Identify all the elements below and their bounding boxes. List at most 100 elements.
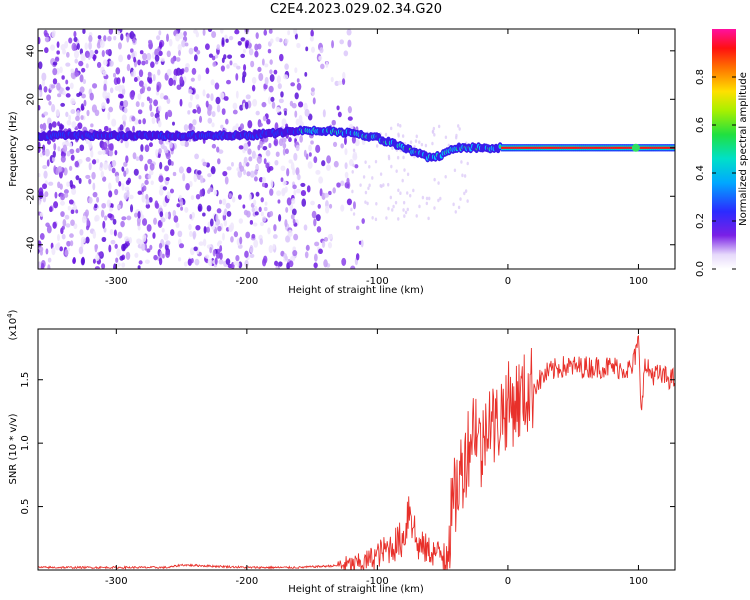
heatmap-cell [38, 36, 41, 45]
heatmap-cell [320, 63, 325, 70]
heatmap-cell [178, 50, 181, 57]
heatmap-cell [244, 101, 249, 110]
heatmap-cell [83, 99, 87, 107]
heatmap-cell [102, 176, 107, 182]
heatmap-cell [292, 167, 296, 176]
heatmap-cell [294, 67, 298, 74]
heatmap-cell [71, 121, 77, 129]
heatmap-cell [232, 102, 238, 110]
heatmap-cell [290, 214, 295, 220]
heatmap-cell [263, 158, 267, 165]
heatmap-cell [198, 115, 203, 123]
heatmap-cell [197, 74, 202, 82]
heatmap-cell [149, 103, 153, 112]
heatmap-cell [319, 47, 324, 54]
heatmap-cell [88, 35, 93, 43]
heatmap-cell [354, 138, 360, 147]
heatmap-cell [321, 160, 326, 167]
colorbar-label: Normalized spectral amplitude [738, 72, 749, 226]
heatmap-cell [313, 218, 317, 227]
heatmap-cell [178, 166, 184, 174]
heatmap-cell [141, 194, 146, 203]
heatmap-cell [330, 76, 334, 83]
heatmap-cell [235, 73, 239, 81]
heatmap-cell [391, 146, 394, 150]
heatmap-cell [360, 239, 364, 248]
heatmap-cell [268, 165, 274, 171]
heatmap-cell [498, 145, 502, 148]
heatmap-cell [242, 102, 246, 111]
heatmap-cell [51, 30, 56, 38]
heatmap-cell [300, 182, 306, 187]
heatmap-cell [390, 164, 393, 169]
heatmap-cell [81, 215, 87, 224]
heatmap-cell [293, 152, 298, 161]
heatmap-cell [66, 119, 72, 126]
heatmap-cell [166, 191, 171, 200]
heatmap-cell [248, 193, 252, 201]
heatmap-cell [557, 146, 561, 149]
heatmap-cell [243, 64, 247, 72]
heatmap-cell [129, 31, 135, 40]
heatmap-cell [425, 196, 429, 201]
heatmap-cell [233, 231, 239, 238]
heatmap-cell [214, 54, 219, 59]
heatmap-cell [219, 92, 225, 99]
heatmap-cell [71, 188, 77, 196]
heatmap-cell [125, 167, 129, 175]
heatmap-cell [418, 140, 421, 144]
heatmap-cell [285, 235, 290, 243]
heatmap-cell [68, 199, 74, 205]
heatmap-cell [145, 59, 149, 65]
heatmap-cell [307, 161, 313, 169]
heatmap-cell [352, 163, 355, 168]
heatmap-cell [371, 176, 374, 180]
heatmap-cell [290, 255, 296, 262]
heatmap-cell [243, 156, 248, 164]
heatmap-cell [255, 32, 259, 40]
heatmap-cell [600, 146, 604, 149]
heatmap-cell [73, 30, 77, 38]
heatmap-cell [125, 251, 131, 260]
heatmap-cell [346, 177, 350, 185]
heatmap-cell [206, 93, 210, 99]
heatmap-cell [191, 67, 197, 75]
heatmap-cell [318, 176, 324, 184]
heatmap-cell [265, 149, 271, 157]
heatmap-cell [89, 49, 94, 58]
heatmap-cell [108, 190, 113, 198]
x-tick-label: 0 [505, 576, 511, 587]
heatmap-cell [252, 222, 258, 227]
heatmap-cell [131, 116, 136, 122]
heatmap-cell [361, 218, 365, 224]
heatmap-cell [172, 171, 177, 177]
heatmap-cell [284, 38, 288, 47]
heatmap-cell [387, 206, 390, 211]
heatmap-cell [189, 214, 193, 220]
heatmap-cell [150, 180, 154, 186]
heatmap-cell [166, 50, 171, 58]
heatmap-cell [75, 175, 80, 181]
heatmap-cell [355, 253, 360, 261]
heatmap-cell [282, 142, 287, 149]
heatmap-cell [293, 29, 298, 35]
heatmap-cell [193, 173, 198, 183]
heatmap-cell [190, 195, 195, 201]
heatmap-cell [154, 48, 159, 57]
heatmap-cell [153, 254, 158, 261]
heatmap-cell [341, 78, 346, 85]
heatmap-cell [53, 201, 59, 209]
heatmap-cell [318, 55, 323, 61]
heatmap-cell [512, 146, 515, 149]
heatmap-cell [125, 180, 130, 186]
heatmap-cell [124, 236, 130, 242]
heatmap-cell [208, 53, 214, 58]
heatmap-cell [299, 135, 303, 143]
heatmap-cell [184, 66, 189, 73]
heatmap-cell [80, 105, 85, 111]
heatmap-cell [269, 188, 274, 196]
y-tick-label: 20 [26, 93, 37, 106]
heatmap-cell [297, 173, 301, 181]
heatmap-cell [92, 182, 96, 191]
heatmap-cell [295, 118, 300, 126]
